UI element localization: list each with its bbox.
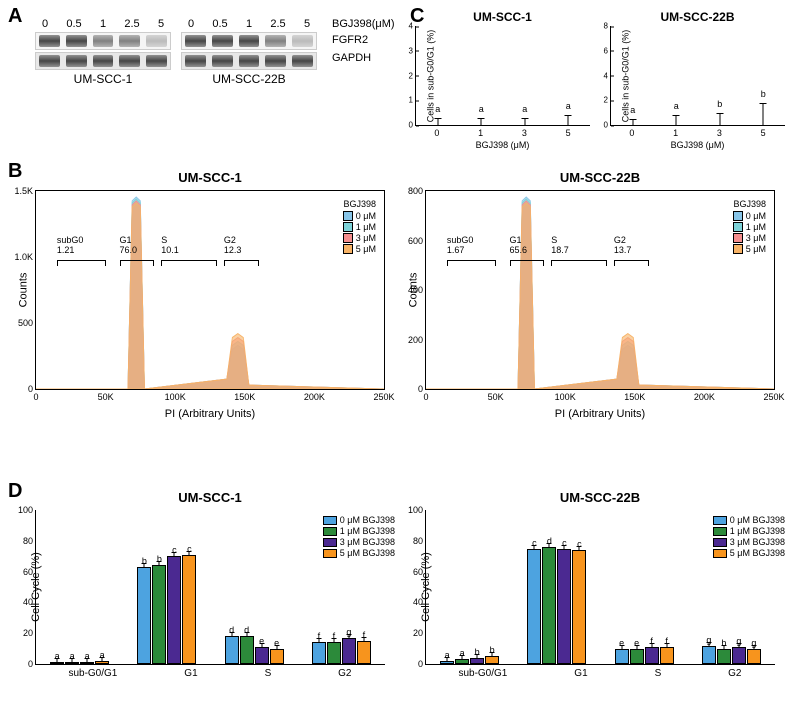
bar: b	[485, 656, 499, 664]
legend: 0 μM BGJ3981 μM BGJ3983 μM BGJ3985 μM BG…	[713, 515, 785, 559]
bar: h	[717, 649, 731, 664]
panel-c-barcharts: UM-SCC-1 Cells in sub-G0/G1 (%) aaaa 012…	[415, 10, 795, 150]
bar: b	[152, 565, 166, 664]
bar: b	[470, 658, 484, 664]
panel-a-western-blot: 00.512.55 UM-SCC-1 00.512.55 UM-SCC-22B …	[35, 18, 395, 86]
bar: a	[50, 662, 64, 664]
bar: a	[95, 661, 109, 664]
bar: g	[342, 638, 356, 664]
protein-fgfr2: FGFR2	[332, 34, 395, 46]
panel-label-b: B	[8, 160, 22, 183]
label-scc22b: UM-SCC-22B	[181, 72, 317, 86]
blot-fgfr2-scc22b	[181, 32, 317, 50]
blot-scc1: 00.512.55 UM-SCC-1	[35, 18, 171, 86]
x-axis-label: BGJ398 (μM)	[415, 140, 590, 150]
y-axis-label: Counts	[17, 273, 29, 308]
chart-title: UM-SCC-22B	[610, 10, 785, 24]
chart-title: UM-SCC-1	[35, 170, 385, 185]
drug-label: BGJ398(μM)	[332, 18, 395, 30]
chart-title: UM-SCC-22B	[425, 490, 775, 505]
x-axis-label: PI (Arbitrary Units)	[425, 408, 775, 420]
blot-gapdh-scc22b	[181, 52, 317, 70]
legend: 0 μM BGJ3981 μM BGJ3983 μM BGJ3985 μM BG…	[323, 515, 395, 559]
bar: c	[557, 549, 571, 665]
chart-plot: Cells in sub-G0/G1 (%) aaaa 01234	[415, 26, 590, 126]
bar: f	[660, 647, 674, 664]
bar: f	[645, 647, 659, 664]
bar: d	[225, 636, 239, 664]
blot-scc22b: 00.512.55 UM-SCC-22B	[181, 18, 317, 86]
bar: d	[240, 636, 254, 664]
bar: a	[455, 659, 469, 664]
bar: f	[312, 642, 326, 664]
bar: g	[732, 647, 746, 664]
bar: a	[65, 662, 79, 664]
bar: a	[440, 661, 454, 664]
chart-plot: Counts BGJ3980 μM1 μM3 μM5 μM subG01.67G…	[425, 190, 775, 390]
bar: f	[327, 642, 341, 664]
blot-fgfr2-scc1	[35, 32, 171, 50]
panel-d-grouped-bars: UM-SCC-1 Cell Cycle (%) aaaabbccddeeffgf…	[35, 490, 795, 679]
x-axis-label: PI (Arbitrary Units)	[35, 408, 385, 420]
bar: e	[615, 649, 629, 664]
blot-gapdh-scc1	[35, 52, 171, 70]
chart-title: UM-SCC-1	[415, 10, 590, 24]
bar: e	[630, 649, 644, 664]
protein-gapdh: GAPDH	[332, 52, 395, 64]
barchart-scc1: UM-SCC-1 Cells in sub-G0/G1 (%) aaaa 012…	[415, 10, 590, 150]
panel-label-a: A	[8, 5, 22, 28]
panel-b-histograms: UM-SCC-1 Counts BGJ3980 μM1 μM3 μM5 μM s…	[35, 170, 795, 420]
bar: c	[527, 549, 541, 665]
chart-plot: Cells in sub-G0/G1 (%) aabb 02468	[610, 26, 785, 126]
histogram-scc1: UM-SCC-1 Counts BGJ3980 μM1 μM3 μM5 μM s…	[35, 170, 385, 420]
grouped-bar-scc1: UM-SCC-1 Cell Cycle (%) aaaabbccddeeffgf…	[35, 490, 385, 679]
bar: g	[702, 646, 716, 664]
histogram-scc22b: UM-SCC-22B Counts BGJ3980 μM1 μM3 μM5 μM…	[425, 170, 775, 420]
bar: a	[80, 662, 94, 664]
bar: b	[137, 567, 151, 664]
bar: c	[572, 550, 586, 664]
bar: f	[357, 641, 371, 664]
bar: e	[255, 647, 269, 664]
chart-title: UM-SCC-1	[35, 490, 385, 505]
legend: BGJ3980 μM1 μM3 μM5 μM	[733, 199, 766, 255]
chart-plot: Cell Cycle (%) aabbcdcceeffghgg 0 μM BGJ…	[425, 510, 775, 665]
chart-plot: Cell Cycle (%) aaaabbccddeeffgf 0 μM BGJ…	[35, 510, 385, 665]
chart-plot: Counts BGJ3980 μM1 μM3 μM5 μM subG01.21G…	[35, 190, 385, 390]
barchart-scc22b: UM-SCC-22B Cells in sub-G0/G1 (%) aabb 0…	[610, 10, 785, 150]
bar: c	[182, 555, 196, 664]
chart-title: UM-SCC-22B	[425, 170, 775, 185]
x-axis-label: BGJ398 (μM)	[610, 140, 785, 150]
bar: g	[747, 649, 761, 664]
legend: BGJ3980 μM1 μM3 μM5 μM	[343, 199, 376, 255]
bar: d	[542, 547, 556, 664]
bar: c	[167, 556, 181, 664]
grouped-bar-scc22b: UM-SCC-22B Cell Cycle (%) aabbcdcceeffgh…	[425, 490, 775, 679]
panel-label-d: D	[8, 480, 22, 503]
label-scc1: UM-SCC-1	[35, 72, 171, 86]
bar: e	[270, 649, 284, 664]
